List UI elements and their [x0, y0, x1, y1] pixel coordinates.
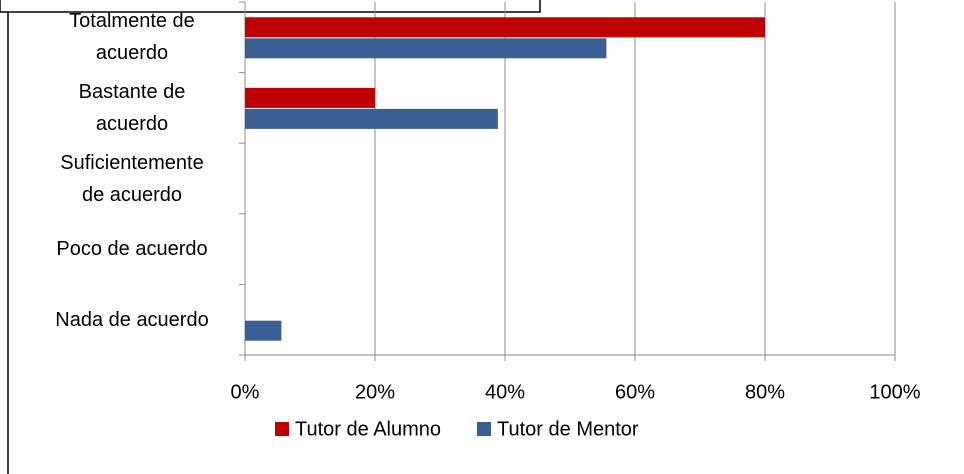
x-tick-label: 0%	[231, 381, 260, 403]
bar	[245, 17, 765, 38]
y-tick-label: Suficientemente de acuerdo	[60, 151, 204, 206]
y-tick-label: Nada de acuerdo	[55, 308, 209, 331]
y-tick-label: Poco de acuerdo	[56, 238, 208, 261]
x-tick-label: 60%	[615, 381, 655, 403]
x-tick-label: 100%	[869, 381, 920, 403]
y-tick-label: Bastante de acuerdo	[78, 80, 186, 135]
x-tick-label: 20%	[355, 381, 395, 403]
x-tick-label: 40%	[485, 381, 525, 403]
legend-swatch	[275, 422, 289, 436]
x-tick-label: 80%	[745, 381, 785, 403]
y-tick-label: Totalmente de acuerdo	[69, 10, 195, 65]
bar	[245, 320, 282, 341]
legend-label: Tutor de Mentor	[497, 418, 639, 440]
bar	[245, 87, 375, 108]
legend-swatch	[477, 422, 492, 436]
bar	[245, 108, 498, 129]
bar	[245, 38, 607, 59]
legend-label: Tutor de Alumno	[295, 418, 441, 440]
frame-box	[0, 0, 541, 13]
